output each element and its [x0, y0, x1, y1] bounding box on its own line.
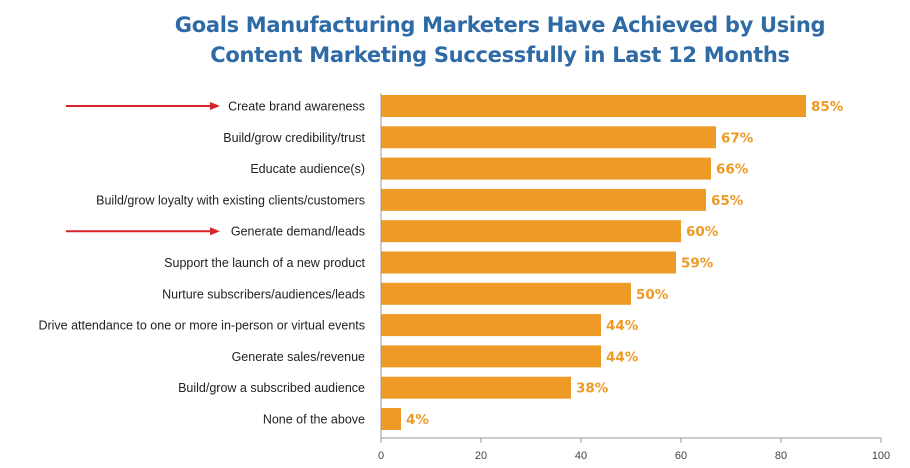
chart-title-line-1: Goals Manufacturing Marketers Have Achie…	[174, 13, 826, 37]
category-label-3: Educate audience(s)	[250, 162, 365, 176]
bar-10	[381, 376, 571, 399]
x-tick-label-60: 60	[675, 450, 687, 462]
value-label-4: 65%	[711, 193, 744, 209]
bar-5	[381, 220, 681, 243]
bar-4	[381, 188, 706, 211]
category-label-2: Build/grow credibility/trust	[223, 131, 365, 145]
bar-2	[381, 126, 716, 149]
category-label-11: None of the above	[263, 413, 365, 427]
highlight-arrow-head-1	[210, 102, 220, 110]
bar-6	[381, 251, 676, 274]
category-label-6: Support the launch of a new product	[164, 256, 365, 270]
category-label-1: Create brand awareness	[228, 100, 365, 114]
value-label-11: 4%	[406, 412, 429, 428]
bar-1	[381, 95, 806, 117]
value-label-3: 66%	[716, 162, 749, 178]
value-label-9: 44%	[606, 349, 639, 365]
bar-3	[381, 157, 711, 180]
category-label-5: Generate demand/leads	[231, 225, 365, 239]
category-label-7: Nurture subscribers/audiences/leads	[162, 287, 365, 301]
category-label-10: Build/grow a subscribed audience	[178, 381, 365, 395]
bar-11	[381, 408, 401, 430]
value-label-5: 60%	[686, 224, 719, 240]
bar-7	[381, 282, 631, 305]
value-label-2: 67%	[721, 130, 754, 146]
value-label-10: 38%	[576, 381, 609, 397]
x-tick-label-80: 80	[775, 450, 787, 462]
value-label-7: 50%	[636, 287, 669, 303]
x-tick-label-0: 0	[378, 450, 384, 462]
value-label-6: 59%	[681, 256, 714, 272]
x-tick-label-40: 40	[575, 450, 587, 462]
category-label-8: Drive attendance to one or more in-perso…	[38, 319, 365, 333]
value-label-8: 44%	[606, 318, 639, 334]
highlight-arrow-head-5	[210, 227, 220, 236]
chart-title: Goals Manufacturing Marketers Have Achie…	[150, 10, 850, 70]
category-label-9: Generate sales/revenue	[232, 350, 365, 364]
bar-8	[381, 314, 601, 337]
chart-title-line-2: Content Marketing Successfully in Last 1…	[210, 43, 790, 67]
category-label-4: Build/grow loyalty with existing clients…	[96, 193, 365, 207]
value-label-1: 85%	[811, 99, 844, 115]
x-tick-label-20: 20	[475, 450, 487, 462]
x-tick-label-100: 100	[872, 450, 890, 462]
bar-9	[381, 345, 601, 368]
